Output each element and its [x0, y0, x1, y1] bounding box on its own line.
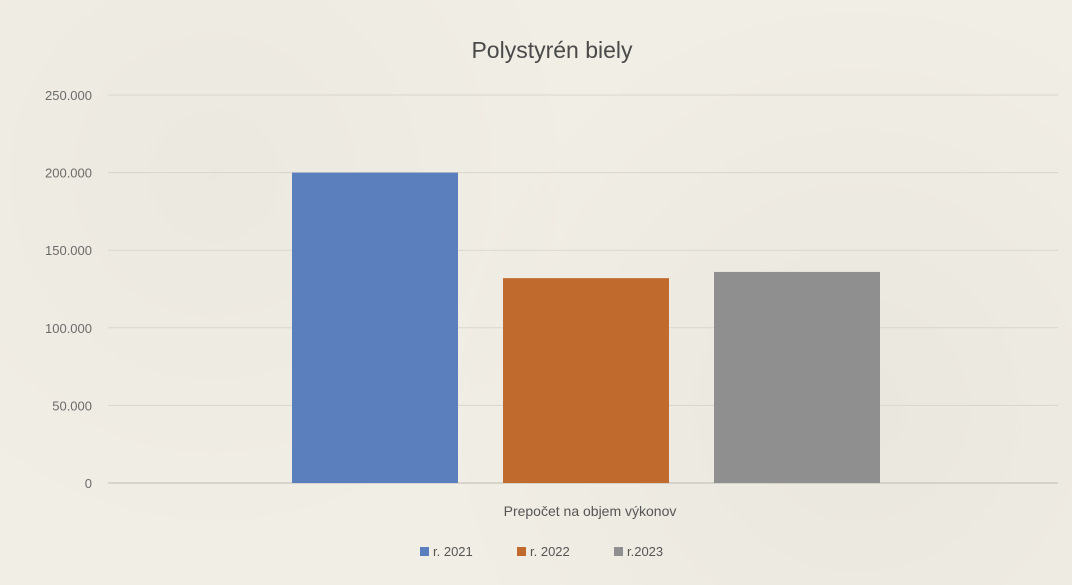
legend-label: r. 2021	[433, 544, 473, 559]
chart-title: Polystyrén biely	[471, 37, 633, 63]
legend-swatch	[517, 547, 526, 556]
legend-label: r.2023	[627, 544, 663, 559]
y-tick-label: 100.000	[45, 321, 92, 336]
bar-r-2021	[292, 172, 458, 483]
y-tick-label: 200.000	[45, 166, 92, 181]
y-axis-tick-labels: 0 50.000 100.000 150.000 200.000 250.000	[45, 88, 92, 491]
bar-r-2022	[503, 278, 669, 483]
legend-swatch	[614, 547, 623, 556]
legend-swatch	[420, 547, 429, 556]
y-tick-label: 0	[85, 476, 92, 491]
legend-label: r. 2022	[530, 544, 570, 559]
y-tick-label: 150.000	[45, 243, 92, 258]
bar-r-2023	[714, 271, 880, 483]
bars	[292, 172, 880, 483]
y-tick-label: 250.000	[45, 88, 92, 103]
legend: r. 2021 r. 2022 r.2023	[420, 544, 663, 559]
x-category-label: Prepočet na objem výkonov	[504, 503, 677, 519]
y-tick-label: 50.000	[52, 398, 92, 413]
